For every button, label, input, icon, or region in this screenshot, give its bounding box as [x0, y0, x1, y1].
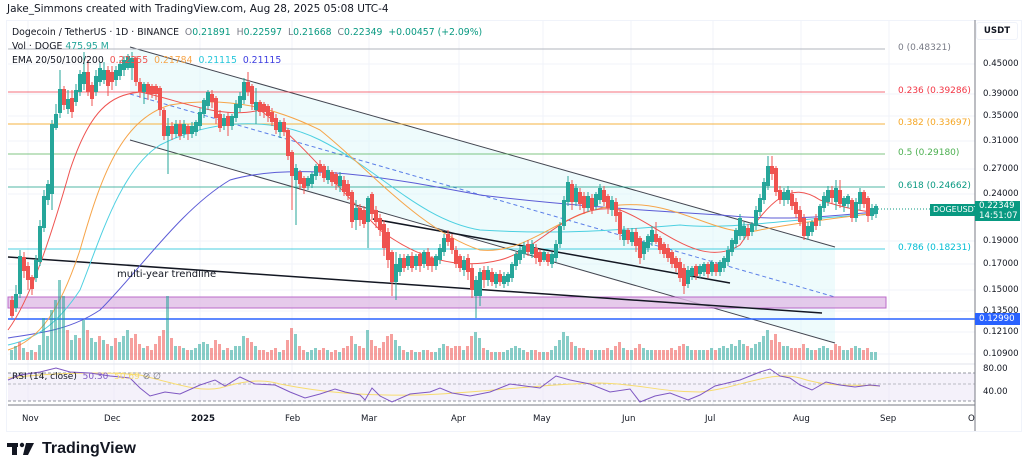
symbol-row[interactable]: Dogecoin / TetherUS · 1D · BINANCE O0.21… — [12, 27, 483, 38]
time-tick: Jul — [705, 414, 716, 424]
time-tick: Sep — [880, 414, 897, 424]
multi-year-trendline — [7, 256, 823, 314]
ema100-value: 0.21115 — [198, 55, 237, 66]
price-tick: 0.35000 — [983, 111, 1019, 121]
tradingview-brand: TradingView — [42, 440, 136, 457]
fibonacci-levels — [8, 48, 885, 250]
price-tick: 0.19000 — [983, 236, 1019, 246]
ema-row[interactable]: EMA 20/50/100/200 0.22355 0.21784 0.2111… — [12, 55, 282, 66]
currency-unit-button[interactable]: USDT — [976, 22, 1018, 40]
rsi-line — [7, 367, 881, 403]
time-tick: O — [968, 414, 975, 424]
price-tick: 0.24000 — [983, 189, 1019, 199]
fib-label-236: 0.236 (0.39286) — [898, 86, 971, 96]
price-tick: 0.10900 — [983, 349, 1019, 359]
rsi-value: 50.30 — [82, 372, 109, 382]
change-value: +0.00457 (+2.09%) — [388, 27, 483, 38]
price-tick: 0.27000 — [983, 164, 1019, 174]
open-value: 0.21891 — [192, 27, 231, 38]
close-value: 0.22349 — [344, 27, 383, 38]
rsi-tick: 80.00 — [983, 364, 1008, 374]
hidden-icon[interactable]: ⊘ ∅ — [142, 372, 161, 382]
time-tick: Apr — [451, 414, 466, 424]
time-tick: Aug — [793, 414, 810, 424]
price-tick: 0.13500 — [983, 306, 1019, 316]
candles — [10, 52, 878, 318]
chart-credit: Jake_Simmons created with TradingView.co… — [7, 3, 389, 15]
last-price-badge: 0.22349 14:51:07 — [975, 201, 1020, 221]
price-tick: 0.45000 — [983, 59, 1019, 69]
time-tick: May — [533, 414, 551, 424]
trendline-annotation: multi-year trendline — [117, 269, 217, 280]
rsi-ma-value: 50.69 — [114, 372, 140, 382]
time-tick: Mar — [361, 414, 378, 424]
tradingview-logo-icon — [7, 442, 34, 455]
rsi-band — [8, 373, 975, 401]
low-value: 0.21668 — [293, 27, 332, 38]
volume-value: 475.95 M — [65, 41, 109, 52]
volume-row[interactable]: Vol · DOGE 475.95 M — [12, 41, 109, 52]
time-tick: Dec — [104, 414, 121, 424]
fib-label-0: 0 (0.48321) — [898, 43, 951, 53]
ema50-value: 0.21784 — [154, 55, 193, 66]
chart-legend: Dogecoin / TetherUS · 1D · BINANCE O0.21… — [12, 26, 482, 68]
volume-bars — [10, 280, 877, 360]
support-zone — [7, 296, 887, 309]
price-tick: 0.12100 — [983, 327, 1019, 337]
symbol-badge: DOGEUSDT — [930, 204, 982, 216]
ema20-value: 0.22355 — [109, 55, 149, 66]
ema200-value: 0.21115 — [242, 55, 282, 66]
high-value: 0.22597 — [243, 27, 283, 38]
symbol-title: Dogecoin / TetherUS · 1D · BINANCE — [12, 27, 179, 38]
support-price-badge: 0.12990 — [975, 313, 1020, 325]
time-tick: Nov — [22, 414, 39, 424]
price-tick: 0.31000 — [983, 136, 1019, 146]
chart-frame — [6, 20, 1022, 432]
time-tick: Feb — [285, 414, 301, 424]
fib-label-382: 0.382 (0.33697) — [898, 118, 971, 128]
time-tick: 2025 — [191, 414, 215, 424]
fib-label-618: 0.618 (0.24662) — [898, 181, 971, 191]
fib-label-786: 0.786 (0.18231) — [898, 243, 971, 253]
rsi-ma-line — [7, 372, 881, 396]
fib-label-5: 0.5 (0.29180) — [898, 148, 960, 158]
rsi-tick: 40.00 — [983, 387, 1008, 397]
price-tick: 0.39000 — [983, 89, 1019, 99]
price-tick: 0.15000 — [983, 285, 1019, 295]
price-tick: 0.17000 — [983, 259, 1019, 269]
bar-countdown: 14:51:07 — [979, 211, 1018, 221]
footer-branding: TradingView — [7, 440, 136, 458]
time-tick: Jun — [622, 414, 636, 424]
rsi-legend[interactable]: RSI (14, close) 50.30 50.69 ⊘ ∅ — [12, 372, 161, 382]
